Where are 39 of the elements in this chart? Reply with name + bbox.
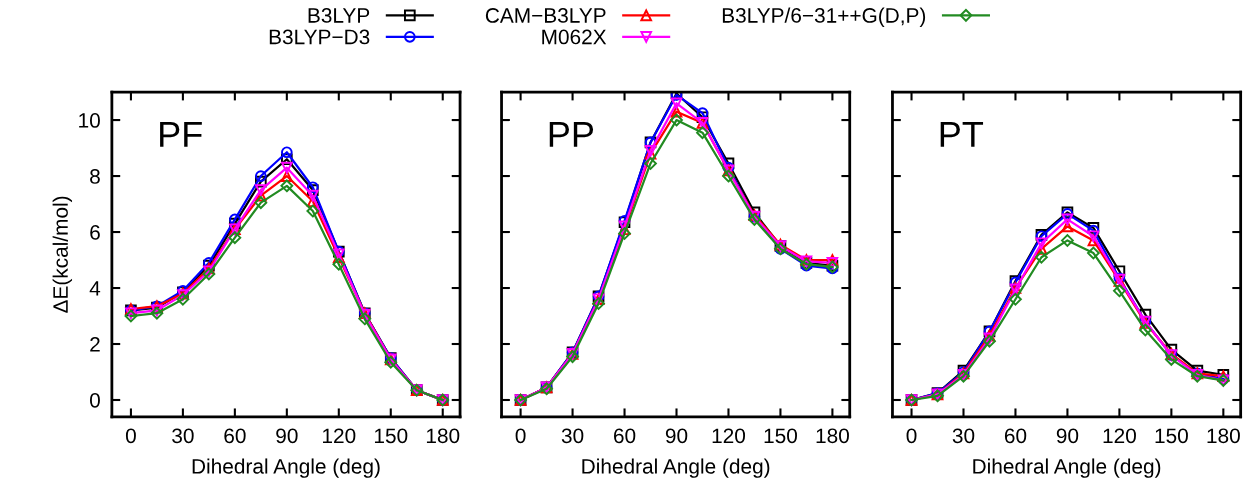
x-tick-label: 30 xyxy=(561,428,584,444)
x-axis-title: Dihedral Angle (deg) xyxy=(973,458,1161,478)
y-tick-label: 10 xyxy=(79,113,100,128)
legend-label: CAM−B3LYP xyxy=(485,8,606,23)
annotation: PP xyxy=(549,122,594,147)
legend-label: M062X xyxy=(542,29,607,45)
x-axis-title: Dihedral Angle (deg) xyxy=(192,458,380,478)
x-tick-label: 0 xyxy=(125,428,136,444)
x-tick-label: 120 xyxy=(323,428,356,444)
y-tick-label: 8 xyxy=(90,169,100,184)
annotation: PT xyxy=(940,122,984,147)
x-tick-label: 30 xyxy=(952,428,975,444)
x-tick-label: 180 xyxy=(1207,428,1240,444)
y-tick-label: 0 xyxy=(89,393,100,408)
x-tick-label: 90 xyxy=(665,428,688,444)
x-tick-label: 0 xyxy=(906,428,917,444)
x-tick-label: 90 xyxy=(276,428,298,444)
x-tick-label: 90 xyxy=(1056,428,1079,444)
legend-label: B3LYP−D3 xyxy=(269,29,370,45)
y-tick-label: 4 xyxy=(89,281,101,296)
x-tick-label: 60 xyxy=(1004,428,1027,444)
y-tick-label: 2 xyxy=(90,337,100,352)
x-tick-label: 120 xyxy=(712,428,746,444)
x-tick-label: 150 xyxy=(1155,428,1188,444)
x-tick-label: 30 xyxy=(172,428,194,444)
x-tick-label: 120 xyxy=(1103,428,1136,444)
legend-label: B3LYP/6−31++G(D,P) xyxy=(722,7,926,27)
x-tick-label: 150 xyxy=(374,428,408,444)
x-tick-label: 60 xyxy=(614,428,636,444)
legend-label: B3LYP xyxy=(308,8,370,23)
x-axis-title: Dihedral Angle (deg) xyxy=(582,458,770,478)
x-tick-label: 150 xyxy=(764,428,798,444)
y-axis-title: ΔE(kcal/mol) xyxy=(52,196,73,313)
x-tick-label: 0 xyxy=(515,428,526,444)
annotation: PF xyxy=(160,122,202,147)
x-tick-label: 60 xyxy=(224,428,246,444)
y-tick-label: 6 xyxy=(90,225,100,240)
x-tick-label: 180 xyxy=(816,428,849,444)
x-tick-label: 180 xyxy=(426,428,460,444)
